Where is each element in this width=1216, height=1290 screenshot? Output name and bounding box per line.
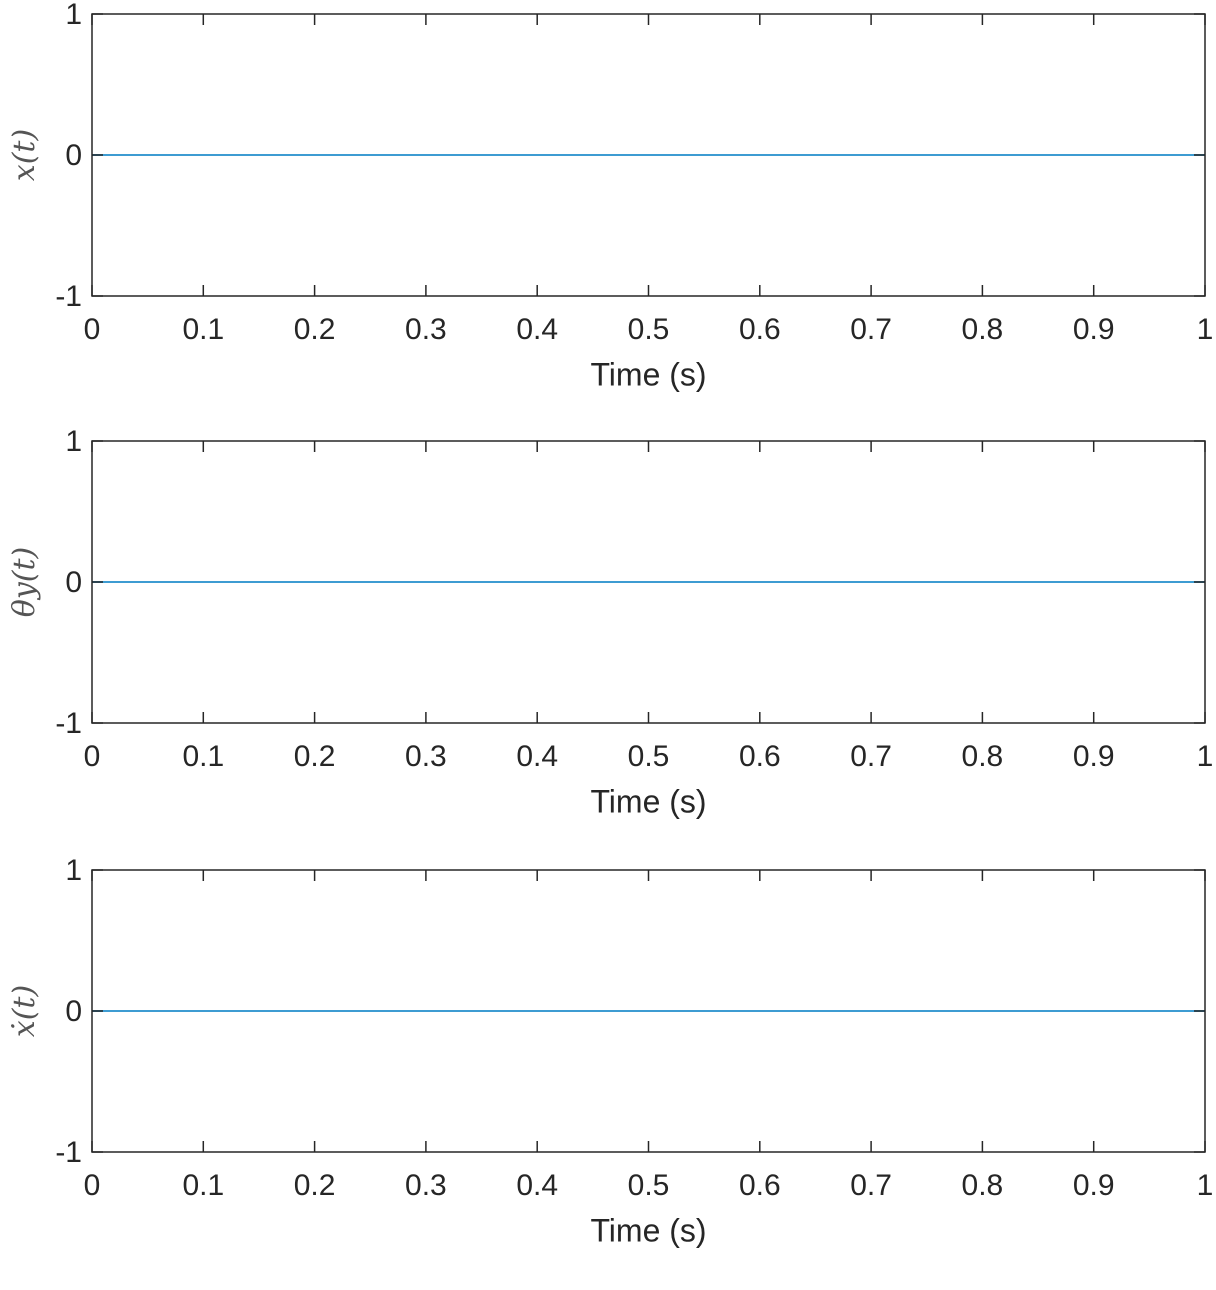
x-tick-label: 1: [1197, 740, 1214, 773]
x-axis-label: Time (s): [590, 783, 706, 819]
x-tick-label: 0.3: [405, 313, 447, 346]
x-tick-label: 0.2: [294, 1169, 336, 1202]
x-tick-label: 0.1: [182, 740, 224, 773]
x-tick-label: 1: [1197, 1169, 1214, 1202]
x-tick-label: 0.4: [516, 313, 558, 346]
x-tick-label: 1: [1197, 313, 1214, 346]
y-tick-label: 0: [65, 566, 82, 599]
y-tick-label: 1: [65, 0, 82, 31]
y-axis-label: θy(t): [7, 547, 42, 617]
y-tick-label: -1: [55, 280, 82, 313]
x-tick-label: 0.9: [1073, 313, 1115, 346]
x-tick-label: 0.7: [850, 740, 892, 773]
x-tick-label: 0.4: [516, 1169, 558, 1202]
x-tick-label: 0.7: [850, 1169, 892, 1202]
x-tick-label: 0.8: [962, 1169, 1004, 1202]
y-tick-label: -1: [55, 1136, 82, 1169]
x-axis-label: Time (s): [590, 1212, 706, 1248]
x-tick-label: 0.2: [294, 740, 336, 773]
x-tick-label: 0.9: [1073, 740, 1115, 773]
x-tick-label: 0.3: [405, 1169, 447, 1202]
x-tick-label: 0.5: [628, 740, 670, 773]
y-tick-label: -1: [55, 707, 82, 740]
y-axis-label: x(t): [7, 129, 42, 181]
x-tick-label: 0.8: [962, 313, 1004, 346]
x-tick-label: 0: [84, 1169, 101, 1202]
x-tick-label: 0.6: [739, 740, 781, 773]
y-tick-label: 1: [65, 425, 82, 458]
x-tick-label: 0: [84, 740, 101, 773]
x-tick-label: 0.3: [405, 740, 447, 773]
x-tick-label: 0.4: [516, 740, 558, 773]
x-tick-label: 0.7: [850, 313, 892, 346]
x-tick-label: 0.8: [962, 740, 1004, 773]
x-tick-label: 0.1: [182, 313, 224, 346]
y-axis-label: ẋ(t): [7, 985, 42, 1037]
x-tick-label: 0.9: [1073, 1169, 1115, 1202]
y-tick-label: 0: [65, 995, 82, 1028]
y-tick-label: 1: [65, 854, 82, 887]
x-tick-label: 0.6: [739, 1169, 781, 1202]
x-tick-label: 0: [84, 313, 101, 346]
y-tick-label: 0: [65, 139, 82, 172]
x-axis-label: Time (s): [590, 356, 706, 392]
x-tick-label: 0.1: [182, 1169, 224, 1202]
x-tick-label: 0.5: [628, 1169, 670, 1202]
x-tick-label: 0.6: [739, 313, 781, 346]
x-tick-label: 0.2: [294, 313, 336, 346]
x-tick-label: 0.5: [628, 313, 670, 346]
